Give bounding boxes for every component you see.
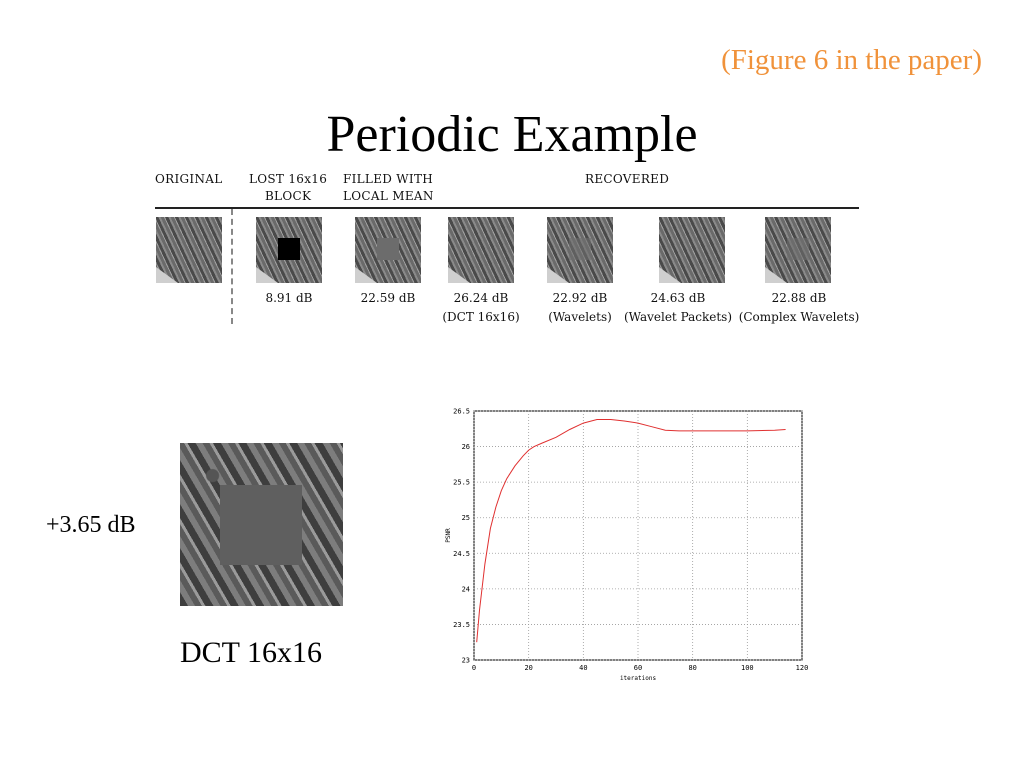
- psnr-plot: 0 20 40 60 80 100 120 23 23.5 24 24.5 25 25.5 26 26.5 i…: [436, 402, 812, 688]
- caption-dct: 26.24 dB (DCT 16x16): [438, 289, 524, 327]
- caption-value: 22.88 dB: [771, 291, 827, 305]
- caption-value: 24.63 dB: [650, 291, 706, 305]
- x-tick-label: 40: [579, 664, 587, 672]
- dct-recovered-image: [180, 443, 343, 606]
- header-recovered-label: RECOVERED: [585, 172, 670, 186]
- y-tick-label: 26: [462, 443, 470, 451]
- complex-wavelets-recovered-thumbnail: [765, 217, 831, 283]
- x-tick-label: 120: [796, 664, 809, 672]
- original-thumbnail: [156, 217, 222, 283]
- caption-wavelet-packets: 24.63 dB (Wavelet Packets): [622, 289, 734, 327]
- y-tick-label: 23: [462, 657, 470, 665]
- caption-value: 22.59 dB: [360, 291, 416, 305]
- header-original: ORIGINAL: [155, 171, 222, 188]
- caption-method: (DCT 16x16): [442, 310, 520, 324]
- header-divider: [155, 207, 859, 209]
- caption-local-mean: 22.59 dB: [350, 289, 426, 308]
- dashed-separator: [231, 209, 233, 324]
- caption-complex-wavelets: 22.88 dB (Complex Wavelets): [736, 289, 862, 327]
- y-tick-label: 24: [462, 585, 470, 593]
- header-filled-line2: LOCAL MEAN: [343, 189, 434, 203]
- caption-value: 8.91 dB: [265, 291, 313, 305]
- y-tick-label: 23.5: [453, 621, 470, 629]
- caption-method: (Wavelets): [548, 310, 612, 324]
- wavelets-recovered-thumbnail: [547, 217, 613, 283]
- psnr-series-line: [476, 419, 786, 643]
- y-axis-label: PSNR: [445, 528, 452, 543]
- caption-wavelets: 22.92 dB (Wavelets): [540, 289, 620, 327]
- figure-reference: (Figure 6 in the paper): [721, 44, 982, 76]
- header-original-label: ORIGINAL: [155, 172, 223, 186]
- local-mean-thumbnail: [355, 217, 421, 283]
- caption-value: 22.92 dB: [552, 291, 608, 305]
- header-lost-line2: BLOCK: [264, 189, 312, 203]
- header-filled-line1: FILLED WITH: [343, 172, 434, 186]
- plot-frame: [473, 410, 803, 661]
- caption-lost-block: 8.91 dB: [254, 289, 324, 308]
- lost-block-thumbnail: [256, 217, 322, 283]
- comparison-strip: ORIGINAL LOST 16x16 BLOCK FILLED WITH LO…: [150, 168, 865, 333]
- gain-label: +3.65 dB: [46, 512, 136, 538]
- y-tick-label: 25.5: [453, 479, 470, 487]
- y-tick-label: 24.5: [453, 550, 470, 558]
- x-tick-label: 80: [688, 664, 696, 672]
- x-tick-label: 100: [741, 664, 754, 672]
- y-tick-label: 25: [462, 514, 470, 522]
- dct-caption: DCT 16x16: [180, 636, 322, 669]
- x-tick-label: 20: [524, 664, 532, 672]
- caption-method: (Wavelet Packets): [623, 310, 733, 324]
- y-tick-label: 26.5: [453, 408, 470, 416]
- x-tick-label: 60: [634, 664, 642, 672]
- caption-method: (Complex Wavelets): [738, 310, 860, 324]
- x-axis-label: iterations: [620, 675, 657, 682]
- header-filled: FILLED WITH LOCAL MEAN: [343, 171, 434, 205]
- slide-title: Periodic Example: [326, 106, 698, 163]
- psnr-chart-svg: 0 20 40 60 80 100 120 23 23.5 24 24.5 25 25.5 26 26.5 i…: [445, 408, 809, 683]
- x-tick-label: 0: [472, 664, 476, 672]
- wavelet-packets-recovered-thumbnail: [659, 217, 725, 283]
- dct-recovered-thumbnail: [448, 217, 514, 283]
- caption-value: 26.24 dB: [453, 291, 509, 305]
- header-recovered: RECOVERED: [585, 171, 669, 188]
- header-lost-block: LOST 16x16 BLOCK: [249, 171, 327, 205]
- header-lost-line1: LOST 16x16: [249, 172, 328, 186]
